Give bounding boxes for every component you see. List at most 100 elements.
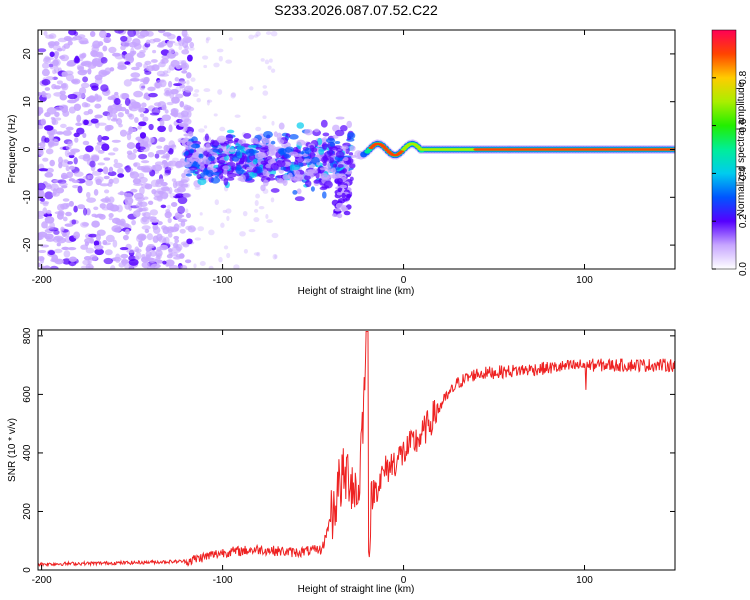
spectrogram-cell: [201, 55, 209, 60]
spectrogram-cell: [185, 173, 193, 177]
spectrogram-cell: [276, 132, 282, 141]
spectrogram-cell: [166, 162, 171, 166]
spectrogram-cell: [269, 173, 275, 178]
spectrogram-cell: [138, 176, 148, 184]
spectrogram-cell: [157, 235, 167, 243]
spectrogram-cell: [170, 202, 178, 207]
spectrogram-cell: [399, 150, 405, 153]
spectrogram-cell: [85, 145, 94, 153]
spectrogram-cell: [130, 72, 141, 78]
spectrogram-ytick-label: -10: [22, 190, 33, 205]
spectrogram-cell: [210, 177, 221, 184]
spectrogram-cell: [109, 265, 116, 269]
spectrogram-cell: [108, 178, 114, 185]
spectrogram-cell: [46, 107, 57, 115]
spectrogram-cell: [160, 204, 167, 209]
spectrogram-cell: [67, 99, 77, 104]
spectrogram-cell: [203, 88, 211, 93]
spectrogram-cell: [97, 162, 106, 166]
spectrogram-cell: [97, 168, 104, 173]
spectrogram-cell: [98, 30, 107, 39]
spectrogram-cell: [133, 90, 144, 98]
spectrogram-cell: [168, 124, 173, 133]
spectrogram-cell: [182, 33, 190, 37]
spectrogram-cell: [174, 42, 182, 47]
spectrogram-cell: [51, 83, 57, 90]
spectrogram-cell: [322, 132, 330, 137]
spectrogram-cell: [323, 180, 333, 189]
spectrogram-cell: [185, 212, 192, 219]
spectrogram-cell: [139, 49, 146, 54]
spectrogram-cell: [128, 258, 139, 266]
spectrogram-cell: [61, 175, 69, 179]
spectrogram-cell: [296, 188, 302, 195]
spectrogram-cell: [230, 92, 236, 99]
snr-ylabel: SNR (10 * v/v): [7, 418, 18, 482]
spectrogram-cell: [38, 191, 46, 198]
spectrogram-cell: [239, 231, 246, 237]
spectrogram-cell: [73, 171, 84, 177]
spectrogram-cell: [341, 192, 346, 199]
spectrogram-ytick-label: 10: [22, 96, 33, 108]
spectrogram-cell: [59, 104, 69, 110]
spectrogram-cell: [144, 228, 150, 234]
spectrogram-cell: [44, 172, 54, 178]
spectrogram-cell: [180, 59, 187, 66]
spectrogram-cell: [133, 162, 141, 168]
spectrogram-cell: [158, 42, 164, 47]
spectrogram-cell: [87, 68, 92, 75]
spectrogram-cell: [109, 204, 120, 212]
spectrogram-cell: [216, 48, 224, 53]
spectrogram-cell: [262, 90, 269, 96]
spectrogram-cell: [95, 144, 101, 152]
spectrogram-cell: [262, 138, 271, 144]
spectrogram-cell: [185, 225, 193, 231]
spectrogram-cell: [186, 80, 190, 85]
spectrogram-cell: [186, 106, 195, 112]
spectrogram-cell: [332, 163, 337, 168]
spectrogram-cell: [415, 145, 421, 149]
spectrogram-cell: [100, 56, 108, 64]
spectrogram-cell: [198, 153, 204, 159]
spectrogram-cell: [331, 167, 336, 174]
spectrogram-cell: [38, 107, 44, 115]
spectrogram-cell: [147, 86, 156, 92]
spectrogram-cell: [292, 190, 298, 195]
spectrogram-cell: [68, 106, 76, 114]
spectrogram-cell: [164, 211, 172, 219]
spectrogram-cell: [42, 157, 49, 162]
spectrogram-cell: [320, 119, 328, 128]
spectrogram-cell: [252, 158, 258, 165]
spectrogram-cell: [38, 249, 47, 254]
spectrogram-cell: [94, 114, 103, 119]
spectrogram-cell: [242, 210, 248, 217]
spectrogram-cell: [265, 177, 276, 181]
spectrogram-cell: [342, 168, 347, 174]
spectrogram-cell: [175, 244, 180, 248]
spectrogram-cell: [62, 198, 70, 202]
spectrogram-cell: [271, 120, 275, 126]
spectrogram-cell: [212, 148, 221, 153]
spectrogram-cell: [52, 58, 61, 67]
spectrogram-cell: [99, 203, 106, 209]
spectrogram-cell: [334, 129, 345, 137]
spectrogram-cell: [164, 109, 169, 114]
spectrogram-cell: [310, 186, 315, 192]
spectrogram-cell: [159, 118, 165, 127]
spectrogram-cell: [44, 183, 52, 188]
spectrogram-cell: [128, 113, 135, 120]
spectrogram-ylabel: Frequency (Hz): [7, 115, 18, 184]
spectrogram-cell: [318, 148, 325, 155]
spectrogram-cell: [139, 186, 145, 195]
spectrogram-cell: [199, 164, 206, 170]
spectrogram-cell: [166, 40, 174, 48]
spectrogram-cell: [119, 129, 128, 137]
spectrogram-cell: [120, 35, 128, 42]
spectrogram-cell: [222, 209, 227, 214]
spectrogram-cell: [140, 160, 150, 164]
spectrogram-cell: [86, 197, 97, 203]
spectrogram-cell: [158, 61, 166, 68]
spectrogram-cell: [148, 123, 154, 131]
spectrogram-cell: [137, 125, 142, 130]
